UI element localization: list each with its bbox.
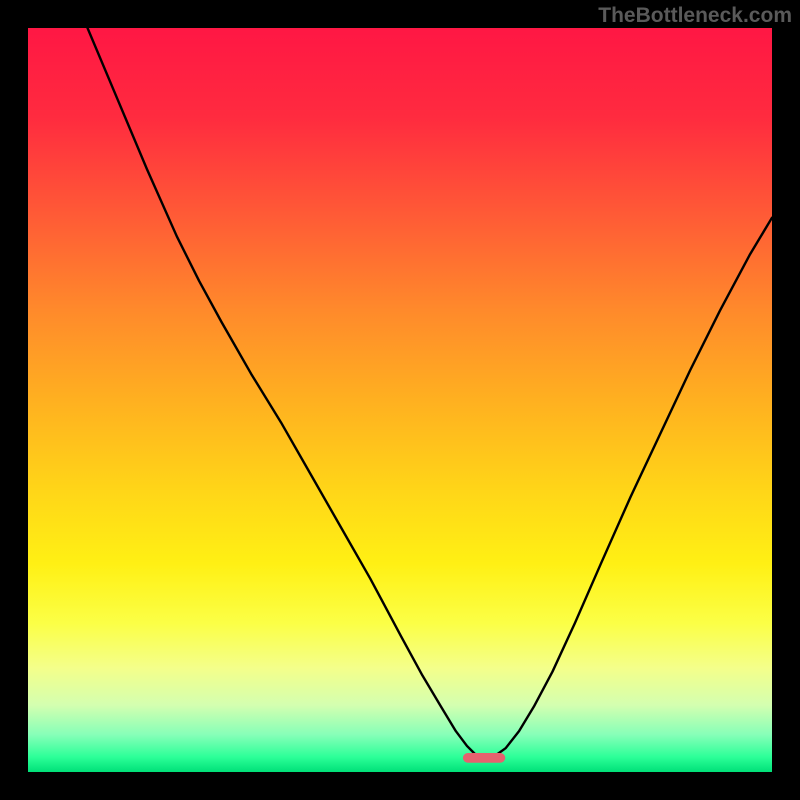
optimal-marker xyxy=(463,753,505,763)
plot-area xyxy=(28,28,772,772)
watermark-text: TheBottleneck.com xyxy=(598,4,792,28)
plot-svg xyxy=(28,28,772,772)
chart-container: TheBottleneck.com xyxy=(0,0,800,800)
gradient-background xyxy=(28,28,772,772)
